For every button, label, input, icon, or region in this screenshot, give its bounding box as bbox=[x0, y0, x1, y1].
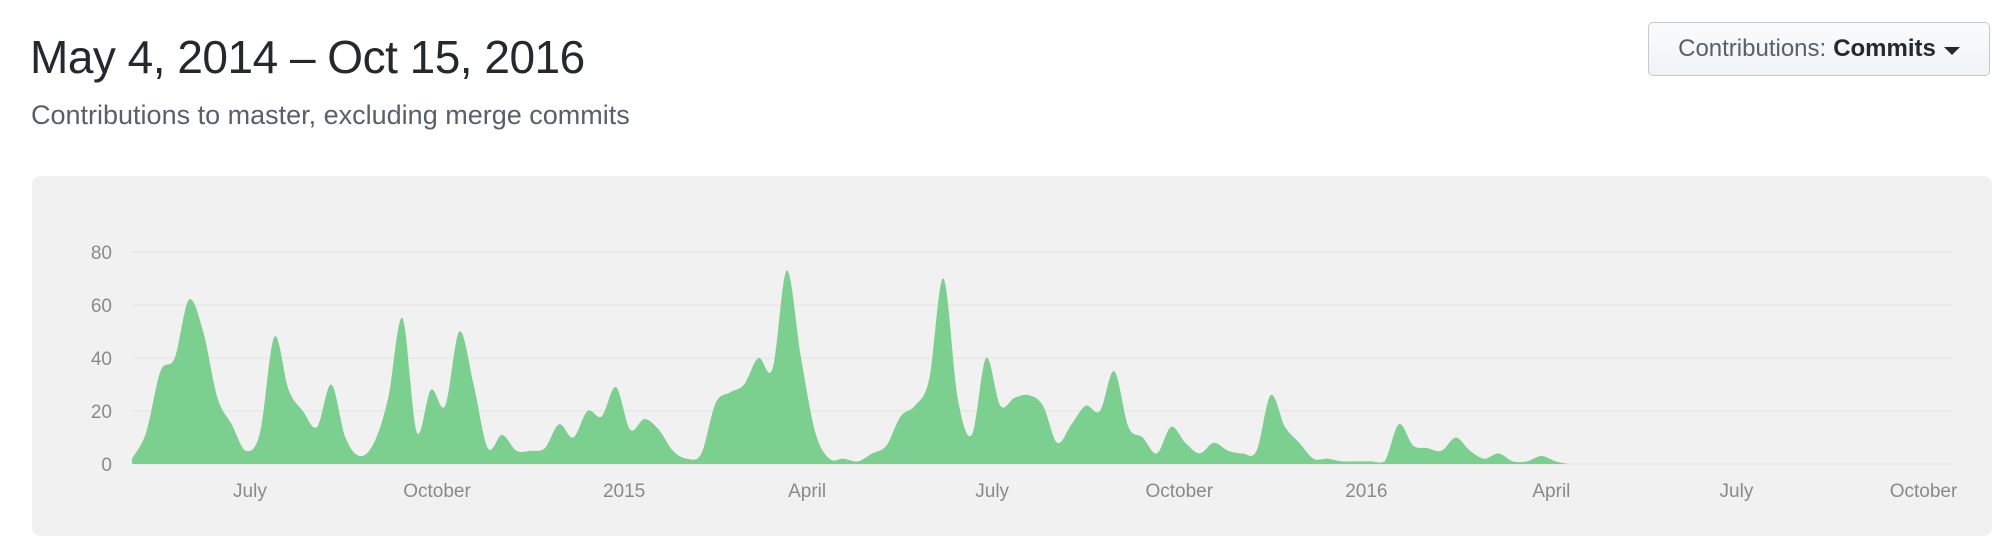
x-tick-label: July bbox=[1720, 481, 1754, 502]
page-title: May 4, 2014 – Oct 15, 2016 bbox=[30, 31, 585, 83]
page-subtitle: Contributions to master, excluding merge… bbox=[31, 100, 630, 130]
commits-area bbox=[132, 270, 1952, 464]
x-tick-label: April bbox=[788, 481, 826, 502]
x-tick-label: October bbox=[403, 481, 471, 502]
y-axis-ticks: 0 20 40 60 80 bbox=[91, 243, 112, 476]
y-tick-label: 40 bbox=[91, 349, 112, 370]
y-tick-label: 80 bbox=[91, 243, 112, 264]
x-tick-label: July bbox=[233, 481, 267, 502]
y-tick-label: 20 bbox=[91, 402, 112, 423]
x-tick-label: July bbox=[975, 481, 1009, 502]
caret-down-icon bbox=[1943, 46, 1960, 55]
contributions-dropdown-button[interactable]: Contributions: Commits bbox=[1648, 22, 1990, 76]
x-tick-label: October bbox=[1145, 481, 1213, 502]
contributions-chart: 0 20 40 60 80 July October 2015 April July Octobe… bbox=[32, 176, 1992, 536]
x-tick-label: 2016 bbox=[1345, 481, 1387, 502]
series-layer bbox=[132, 270, 1952, 464]
x-tick-label: 2015 bbox=[603, 481, 645, 502]
x-axis-ticks: July October 2015 April July October 2016 April… bbox=[233, 481, 1958, 502]
contributions-value: Commits bbox=[1833, 35, 1936, 62]
y-tick-label: 0 bbox=[101, 455, 112, 476]
contributions-label: Contributions: bbox=[1678, 35, 1827, 62]
x-tick-label: October bbox=[1890, 481, 1958, 502]
y-tick-label: 60 bbox=[91, 296, 112, 317]
contributions-area-chart: 0 20 40 60 80 July October 2015 April July Octobe… bbox=[91, 243, 1958, 502]
x-tick-label: April bbox=[1532, 481, 1570, 502]
